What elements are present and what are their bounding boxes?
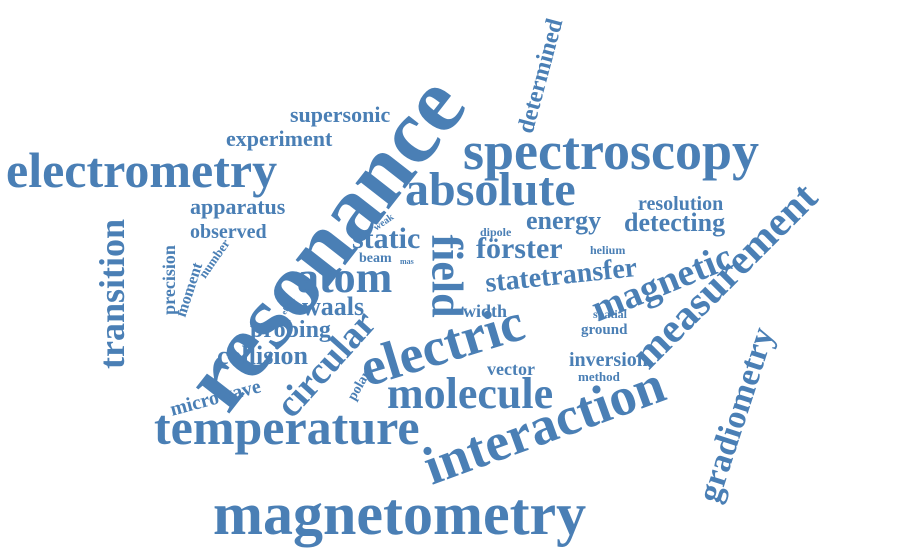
word-helium: helium <box>590 243 626 257</box>
word-method: method <box>578 369 620 384</box>
word-spatial: spatial <box>593 307 628 321</box>
word-magnetometry: magnetometry <box>213 481 587 547</box>
word-temperature: temperature <box>154 399 420 455</box>
word-ground: ground <box>581 322 628 338</box>
word-width: width <box>463 301 508 321</box>
word-field: field <box>422 234 472 318</box>
word-static: static <box>352 222 421 255</box>
word-molecule: molecule <box>387 369 554 418</box>
word-collision: collision <box>217 341 309 370</box>
word-waals: waals <box>302 292 365 321</box>
word-dipole: dipole <box>480 225 512 239</box>
word-resolution: resolution <box>638 193 724 215</box>
word-atom: atom <box>297 253 393 302</box>
word-gradiometry: gradiometry <box>690 322 782 507</box>
word-energy: energy <box>526 206 602 235</box>
word-absolute: absolute <box>405 163 576 216</box>
word-electrometry: electrometry <box>6 142 278 198</box>
word-vector: vector <box>487 359 535 379</box>
word-detecting: detecting <box>624 208 726 237</box>
word-supersonic: supersonic <box>290 102 391 127</box>
word-mas: mas <box>400 257 414 266</box>
word-beam: beam <box>359 251 392 266</box>
word-apparatus: apparatus <box>190 194 286 219</box>
word-experiment: experiment <box>226 126 333 151</box>
word-inversion: inversion <box>569 349 648 371</box>
word-spectroscopy: spectroscopy <box>463 121 759 181</box>
word-transition: transition <box>92 218 133 370</box>
word-forster: förster <box>476 232 563 265</box>
word-number: number <box>195 236 233 281</box>
word-determined: determined <box>512 15 569 137</box>
word-observed: observed <box>190 221 267 243</box>
word-probing: probing <box>250 317 331 343</box>
